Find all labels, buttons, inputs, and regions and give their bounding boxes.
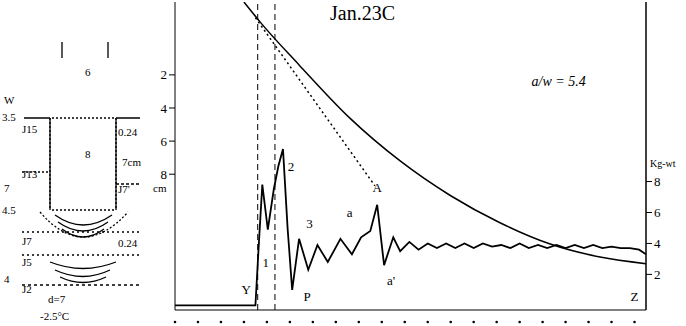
svg-text:6: 6 [85,66,91,78]
svg-text:7cm: 7cm [122,156,141,168]
svg-text:3: 3 [306,216,313,231]
svg-text:2: 2 [654,267,661,282]
svg-text:8: 8 [85,148,91,160]
svg-text:4: 4 [654,236,661,251]
svg-text:J5: J5 [22,256,32,268]
svg-text:W: W [4,94,15,106]
svg-text:J7': J7' [118,183,130,195]
svg-text:6: 6 [654,205,661,220]
svg-text:2: 2 [161,67,168,82]
html-text:Jan.23C: Jan.23C [330,2,395,24]
svg-text:A: A [372,180,382,195]
svg-text:0.24: 0.24 [118,126,138,138]
svg-text:J15: J15 [22,123,38,135]
svg-text:J7: J7 [22,235,32,247]
svg-text:J2: J2 [22,283,32,295]
svg-text:7: 7 [4,182,10,194]
html-text:cm: cm [153,182,167,194]
svg-text:8: 8 [654,174,661,189]
svg-text:4: 4 [4,273,10,285]
svg-text:a': a' [387,273,395,288]
svg-text:4: 4 [161,101,168,116]
svg-text:P: P [303,289,310,304]
svg-text:3.5: 3.5 [2,111,16,123]
svg-text:Y: Y [242,282,252,297]
svg-text:-2.5°C: -2.5°C [40,310,69,322]
svg-text:4.5: 4.5 [2,204,16,216]
svg-text:d=7: d=7 [48,293,66,305]
svg-text:2: 2 [288,159,295,174]
svg-text:a/w = 5.4: a/w = 5.4 [532,74,586,89]
svg-text:6: 6 [161,134,168,149]
svg-text:8: 8 [161,167,168,182]
svg-text:Z: Z [631,289,639,304]
svg-text:1: 1 [263,255,270,270]
svg-text:0.24: 0.24 [118,237,138,249]
html-text:Kg-wt: Kg-wt [650,158,676,169]
svg-text:J13: J13 [22,168,38,180]
svg-text:a: a [347,205,353,220]
